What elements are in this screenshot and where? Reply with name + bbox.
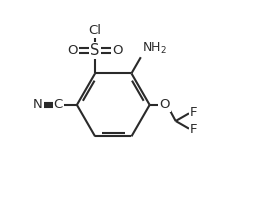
Text: NH$_2$: NH$_2$ — [142, 41, 167, 56]
Text: O: O — [112, 44, 123, 57]
Text: F: F — [190, 123, 197, 136]
Text: O: O — [67, 44, 78, 57]
Text: C: C — [54, 98, 63, 111]
Text: F: F — [190, 106, 197, 119]
Text: S: S — [90, 43, 100, 58]
Text: Cl: Cl — [88, 24, 102, 37]
Text: O: O — [159, 98, 170, 111]
Text: N: N — [33, 98, 43, 111]
